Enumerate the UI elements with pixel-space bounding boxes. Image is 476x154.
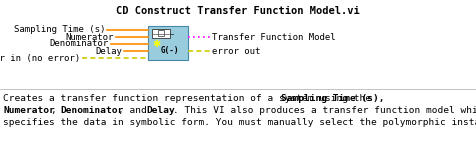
Text: ,: , [51,106,62,115]
Text: error in (no error): error in (no error) [0,53,80,63]
Text: Sampling Time (s): Sampling Time (s) [14,26,105,34]
Text: Transfer Function Model: Transfer Function Model [212,32,336,41]
Text: error out: error out [212,47,260,55]
Text: . This VI also produces a transfer function model which: . This VI also produces a transfer funct… [173,106,476,115]
Text: Sampling Time (s),: Sampling Time (s), [281,94,385,103]
Text: ✱: ✱ [152,39,160,49]
Text: Denominator: Denominator [60,106,123,115]
Text: Numerator: Numerator [66,32,114,41]
Text: CD Construct Transfer Function Model.vi: CD Construct Transfer Function Model.vi [116,6,360,16]
Text: Delay: Delay [95,47,122,55]
Bar [148,26,188,60]
Text: Numerator: Numerator [3,106,55,115]
Text: Denominator: Denominator [50,39,109,49]
Text: Creates a transfer function representation of a system using the: Creates a transfer function representati… [3,94,377,103]
Bar [158,30,164,36]
Text: G(-): G(-) [161,45,179,55]
Text: specifies the data in symbolic form. You must manually select the polymorphic in: specifies the data in symbolic form. You… [3,118,476,127]
Bar [152,29,170,38]
Text: , and: , and [118,106,152,115]
Text: Delay: Delay [146,106,175,115]
